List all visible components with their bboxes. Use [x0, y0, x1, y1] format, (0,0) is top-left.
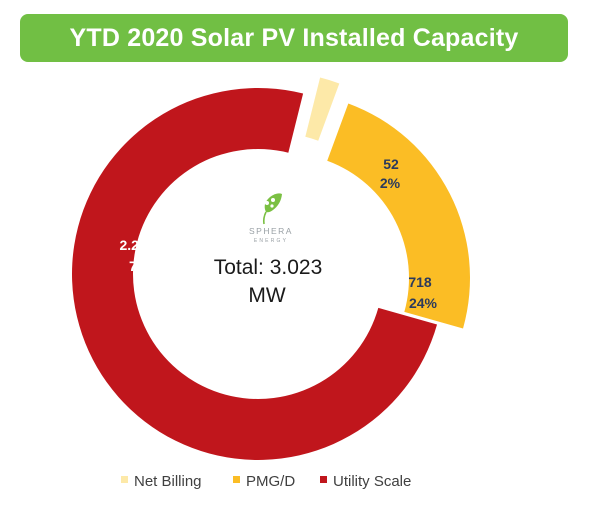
legend-swatch-pmg-d	[233, 476, 240, 483]
slice-labels-layer: 52 2% 718 24% 2.253 74%	[119, 156, 437, 311]
legend: Net Billing PMG/D Utility Scale	[121, 473, 411, 490]
slice-utility-scale	[71, 88, 438, 460]
legend-label-net-billing: Net Billing	[134, 473, 202, 490]
slice-percent-label-net-billing: 2%	[380, 175, 401, 191]
leaf-icon	[262, 193, 282, 225]
slice-value-label-pmg-d: 718	[408, 274, 432, 290]
legend-label-pmg-d: PMG/D	[246, 473, 295, 490]
legend-swatch-utility-scale	[320, 476, 327, 483]
chart-title: YTD 2020 Solar PV Installed Capacity	[69, 23, 519, 52]
legend-swatch-net-billing	[121, 476, 128, 483]
legend-label-utility-scale: Utility Scale	[333, 473, 411, 490]
slice-net-billing	[305, 77, 340, 141]
logo-subtext: ENERGY	[254, 238, 288, 244]
center-unit-label: MW	[248, 284, 285, 307]
legend-item-net-billing: Net Billing	[121, 473, 202, 490]
slice-pmg-d	[327, 103, 470, 329]
sphera-logo: SPHERA ENERGY	[249, 193, 293, 244]
slice-value-label-utility-scale: 2.253	[119, 237, 154, 253]
legend-item-utility-scale: Utility Scale	[320, 473, 411, 490]
slice-percent-label-utility-scale: 74%	[129, 258, 158, 274]
legend-item-pmg-d: PMG/D	[233, 473, 295, 490]
slice-value-label-net-billing: 52	[383, 156, 399, 172]
logo-name: SPHERA	[249, 226, 293, 236]
center-total-label: Total: 3.023	[214, 256, 323, 279]
title-banner: YTD 2020 Solar PV Installed Capacity	[20, 14, 568, 62]
slice-percent-label-pmg-d: 24%	[409, 295, 438, 311]
slices-layer	[71, 77, 470, 460]
